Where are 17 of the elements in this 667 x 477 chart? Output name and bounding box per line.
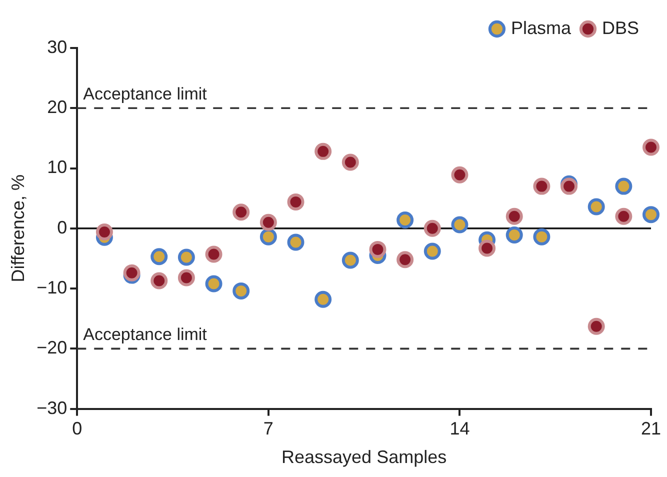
legend-label: Plasma: [510, 18, 572, 38]
y-tick-label: 0: [57, 217, 68, 238]
ref-line-label: Acceptance limit: [83, 324, 208, 344]
x-tick-label: 21: [640, 418, 662, 439]
y-tick-label: 10: [47, 157, 68, 178]
x-axis-title: Reassayed Samples: [282, 447, 447, 468]
x-tick-label: 14: [450, 418, 470, 439]
x-tick-label: 7: [263, 418, 274, 439]
ref-line-label: Acceptance limit: [83, 84, 208, 104]
y-tick-label: −30: [36, 398, 68, 418]
x-tick-label: 0: [72, 418, 82, 439]
y-tick-label: 30: [47, 36, 68, 57]
y-tick-label: −20: [36, 338, 68, 358]
legend-label: DBS: [602, 18, 640, 38]
y-tick-label: 20: [47, 97, 68, 118]
y-axis-title: Difference, %: [8, 174, 28, 282]
y-tick-label: −10: [36, 278, 68, 298]
